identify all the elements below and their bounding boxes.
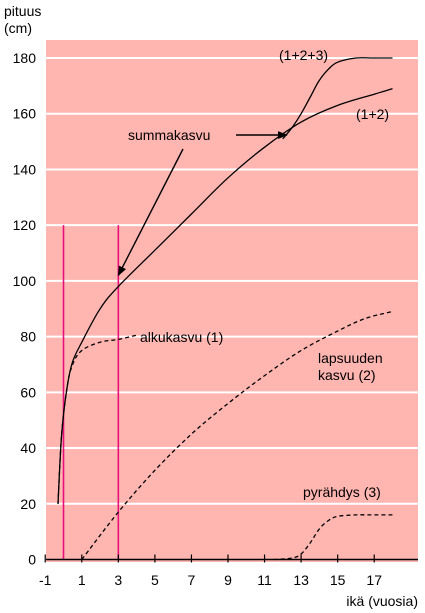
y-tick-label: 0	[28, 552, 36, 568]
annotation-summakasvu: summakasvu	[128, 127, 210, 143]
annotation-alkukasvu: alkukasvu (1)	[140, 329, 223, 345]
arrow-to-curve-1	[117, 148, 184, 277]
x-axis-title: ikä (vuosia)	[346, 593, 418, 609]
x-tick-label: 1	[78, 572, 86, 588]
annotation-pyrahdys: pyrähdys (3)	[303, 484, 381, 500]
vertical-markers	[62, 225, 120, 560]
y-tick-label: 180	[13, 50, 37, 66]
y-axis-title-line: (cm)	[4, 20, 32, 36]
y-tick-label: 120	[13, 217, 37, 233]
x-tick-label: 15	[330, 572, 346, 588]
x-tick-label: 17	[366, 572, 382, 588]
x-tick-label: 7	[188, 572, 196, 588]
series-line	[282, 57, 393, 140]
y-tick-label: 80	[20, 329, 36, 345]
y-tick-label: 20	[20, 496, 36, 512]
series-lines	[57, 57, 393, 561]
x-tick-label: 13	[293, 572, 309, 588]
x-tick-label: 5	[151, 572, 159, 588]
annotation-1-2-3: (1+2+3)	[279, 47, 328, 63]
annotation-1-2: (1+2)	[356, 106, 389, 122]
y-tick-label: 40	[20, 440, 36, 456]
gridlines	[46, 57, 418, 505]
x-tick-label: 9	[224, 572, 232, 588]
y-axis-title: pituus(cm)	[4, 3, 41, 36]
y-tick-label: 140	[13, 161, 37, 177]
axes: -1 1 3 5 7 9 11 13 15 17020406080100120140160180p…	[4, 3, 418, 609]
x-tick-label: -1	[39, 572, 52, 588]
annotation-lapsuuden-kasvu-line: lapsuuden	[318, 350, 383, 366]
series-line	[273, 514, 393, 561]
series-line	[57, 87, 393, 504]
y-tick-label: 100	[13, 273, 37, 289]
y-axis-title-line: pituus	[4, 3, 41, 19]
x-tick-label: 3	[114, 572, 122, 588]
x-tick-label: 11	[257, 572, 272, 588]
y-tick-label: 160	[13, 106, 37, 122]
series-line	[57, 334, 137, 504]
annotation-lapsuuden-kasvu-line: kasvu (2)	[318, 367, 376, 383]
y-tick-label: 60	[20, 384, 36, 400]
plot-background	[46, 40, 418, 562]
